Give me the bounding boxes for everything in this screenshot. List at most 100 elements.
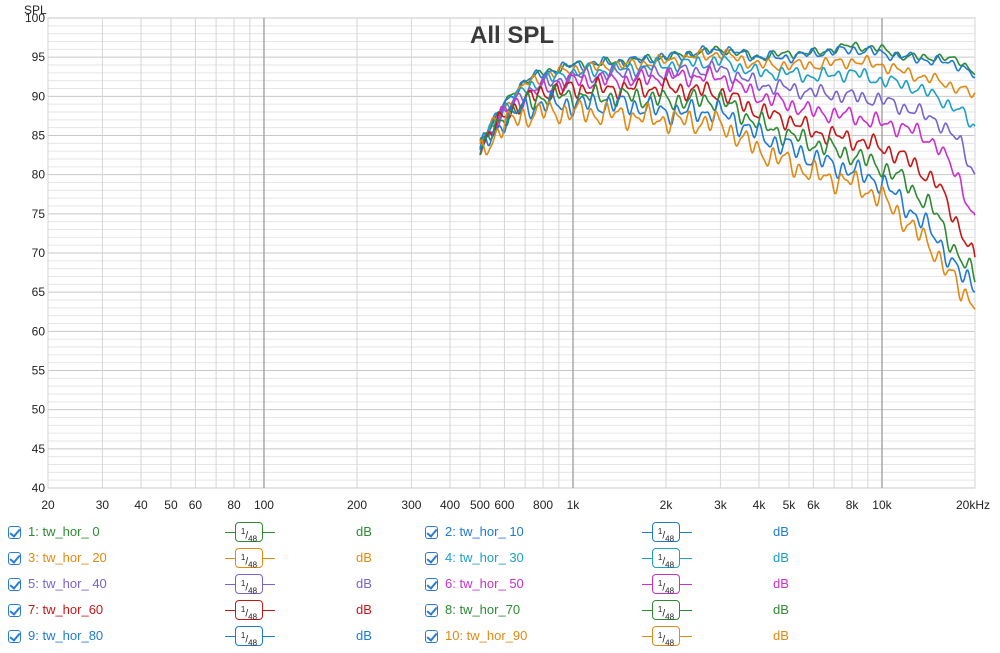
legend-item: 9: tw_hor_80 1/48 dB — [8, 626, 408, 648]
y-tick-label: 70 — [32, 246, 46, 260]
y-tick-label: 75 — [32, 207, 46, 221]
x-tick-label: 500 — [470, 498, 490, 512]
x-tick-label: 60 — [189, 498, 203, 512]
x-tick-label: 2k — [660, 498, 674, 512]
legend-label: 1: tw_hor_ 0 — [28, 524, 100, 539]
series-line — [479, 55, 976, 145]
legend-label: 5: tw_hor_ 40 — [28, 576, 107, 591]
legend-checkbox[interactable] — [8, 578, 21, 591]
legend-label: 6: tw_hor_ 50 — [445, 576, 524, 591]
legend-label: 7: tw_hor_60 — [28, 602, 104, 617]
y-tick-label: 95 — [32, 50, 46, 64]
legend-item: 6: tw_hor_ 50 1/48 dB — [425, 574, 825, 596]
legend-item: 7: tw_hor_60 1/48 dB — [8, 600, 408, 622]
y-tick-label: 45 — [32, 442, 46, 456]
y-tick-label: 60 — [32, 324, 46, 338]
legend-label: 8: tw_hor_70 — [445, 602, 521, 617]
legend-unit: dB — [773, 602, 789, 617]
x-tick-label: 10k — [872, 498, 892, 512]
x-tick-label: 3k — [714, 498, 728, 512]
y-tick-label: 85 — [32, 129, 46, 143]
legend-checkbox[interactable] — [425, 526, 438, 539]
legend-checkbox[interactable] — [8, 604, 21, 617]
smoothing-button[interactable]: 1/48 — [642, 600, 692, 622]
y-axis-label: SPL — [24, 3, 47, 17]
spl-chart: 100 95 90 85 80 75 70 65 60 55 50 45 40 20 30 40 50 60 80… — [24, 3, 990, 512]
legend-label: 4: tw_hor_ 30 — [445, 550, 524, 565]
series-line — [479, 99, 976, 310]
x-axis-ticks: 20 30 40 50 60 80 100 200 300 400 500 600 800 1k 2k 3k 4… — [41, 498, 990, 512]
legend-checkbox[interactable] — [425, 604, 438, 617]
y-tick-label: 80 — [32, 168, 46, 182]
x-tick-label: 300 — [401, 498, 421, 512]
smoothing-button[interactable]: 1/48 — [642, 522, 692, 544]
legend-item: 3: tw_hor_ 20 1/48 dB — [8, 548, 408, 570]
legend-unit: dB — [773, 550, 789, 565]
legend-checkbox[interactable] — [8, 526, 21, 539]
legend-label: 10: tw_hor_90 — [445, 628, 528, 643]
x-tick-label: 6k — [807, 498, 821, 512]
x-tick-label: 800 — [533, 498, 553, 512]
series-line — [479, 90, 976, 293]
smoothing-button[interactable]: 1/48 — [225, 574, 275, 596]
x-tick-label: 100 — [254, 498, 274, 512]
legend-unit: dB — [356, 602, 372, 617]
legend-checkbox[interactable] — [8, 630, 21, 643]
y-tick-label: 100 — [25, 11, 45, 25]
smoothing-button[interactable]: 1/48 — [642, 626, 692, 648]
legend-item: 8: tw_hor_70 1/48 dB — [425, 600, 825, 622]
y-tick-label: 55 — [32, 364, 46, 378]
series-line — [479, 76, 976, 258]
series-lines — [479, 41, 976, 310]
y-axis-ticks: 100 95 90 85 80 75 70 65 60 55 50 45 40 — [25, 11, 45, 495]
series-line — [479, 48, 976, 145]
smoothing-button[interactable]: 1/48 — [225, 626, 275, 648]
y-tick-label: 40 — [32, 481, 46, 495]
x-tick-label: 8k — [846, 498, 860, 512]
legend-item: 10: tw_hor_90 1/48 dB — [425, 626, 825, 648]
x-tick-label: 200 — [347, 498, 367, 512]
y-tick-label: 90 — [32, 89, 46, 103]
legend-label: 9: tw_hor_80 — [28, 628, 104, 643]
y-tick-label: 50 — [32, 403, 46, 417]
x-tick-label: 5k — [783, 498, 797, 512]
x-tick-label: 20kHz — [956, 498, 990, 512]
x-tick-label: 600 — [494, 498, 514, 512]
legend-item: 1: tw_hor_ 0 1/48 dB — [8, 522, 408, 544]
legend-item: 5: tw_hor_ 40 1/48 dB — [8, 574, 408, 596]
grid — [47, 17, 976, 489]
chart-title: All SPL — [470, 22, 554, 49]
x-tick-label: 400 — [440, 498, 460, 512]
x-tick-label: 80 — [227, 498, 241, 512]
smoothing-button[interactable]: 1/48 — [642, 574, 692, 596]
series-line — [479, 83, 976, 283]
x-tick-label: 4k — [753, 498, 767, 512]
legend-label: 2: tw_hor_ 10 — [445, 524, 524, 539]
legend-item: 4: tw_hor_ 30 1/48 dB — [425, 548, 825, 570]
x-tick-label: 40 — [134, 498, 148, 512]
legend-checkbox[interactable] — [425, 552, 438, 565]
y-tick-label: 65 — [32, 285, 46, 299]
x-tick-label: 30 — [96, 498, 110, 512]
smoothing-button[interactable]: 1/48 — [225, 600, 275, 622]
smoothing-button[interactable]: 1/48 — [225, 522, 275, 544]
x-tick-label: 50 — [164, 498, 178, 512]
series-line — [479, 60, 976, 175]
legend-item: 2: tw_hor_ 10 1/48 dB — [425, 522, 825, 544]
legend-checkbox[interactable] — [8, 552, 21, 565]
legend-checkbox[interactable] — [425, 578, 438, 591]
x-tick-label: 1k — [567, 498, 581, 512]
series-line — [479, 45, 976, 143]
smoothing-button[interactable]: 1/48 — [225, 548, 275, 570]
smoothing-button[interactable]: 1/48 — [642, 548, 692, 570]
legend-unit: dB — [773, 524, 789, 539]
legend-unit: dB — [356, 524, 372, 539]
legend-unit: dB — [356, 576, 372, 591]
legend-unit: dB — [356, 628, 372, 643]
legend-unit: dB — [773, 576, 789, 591]
legend-unit: dB — [356, 550, 372, 565]
legend: 1: tw_hor_ 0 1/48 dB 2: tw_hor_ 10 1/48 dB 3: … — [0, 520, 1000, 653]
legend-checkbox[interactable] — [425, 630, 438, 643]
legend-unit: dB — [773, 628, 789, 643]
legend-label: 3: tw_hor_ 20 — [28, 550, 107, 565]
